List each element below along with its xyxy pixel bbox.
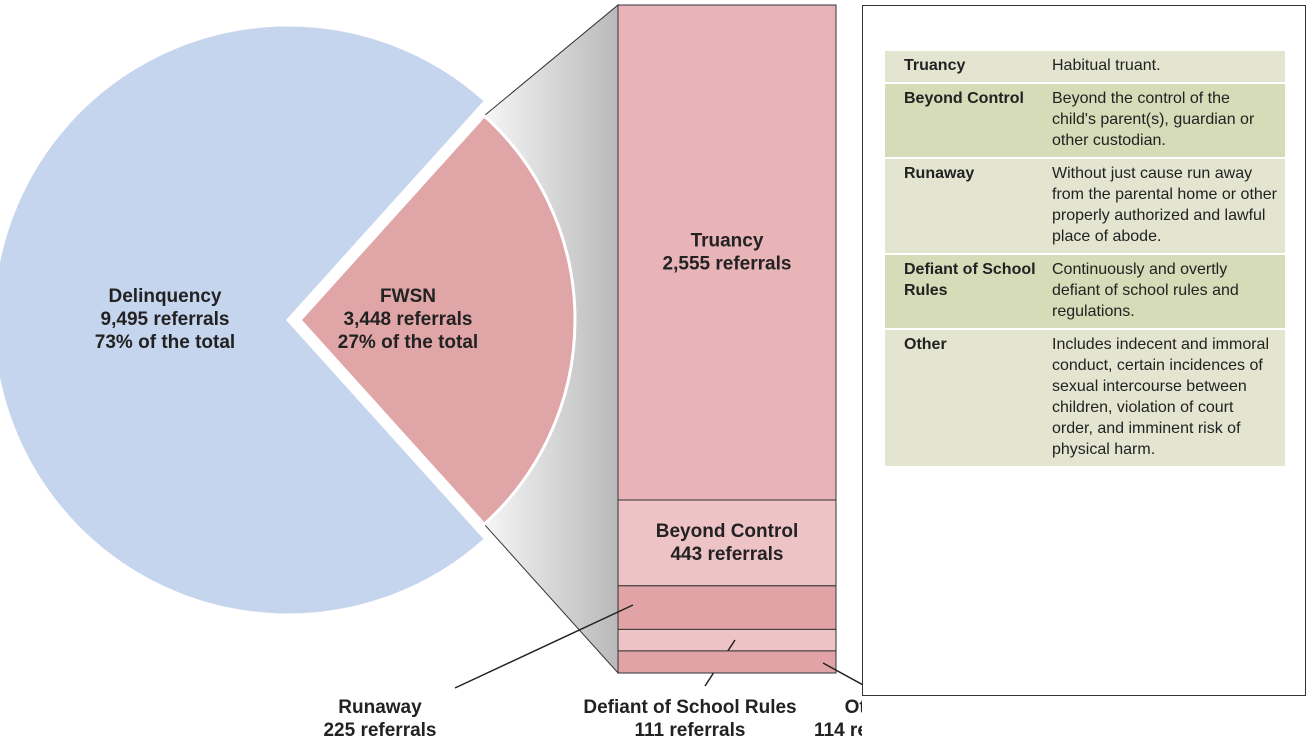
table-row: Beyond Control Beyond the control of the … <box>885 84 1285 157</box>
data-label: 114 referrals <box>814 720 862 741</box>
data-label: FWSN <box>380 286 436 307</box>
data-label: 27% of the total <box>338 332 478 353</box>
data-label: Defiant of School Rules <box>583 697 796 718</box>
data-label: Runaway <box>338 697 422 718</box>
pie-slice <box>0 23 488 617</box>
term: Other <box>904 336 947 353</box>
data-label: 9,495 referrals <box>101 309 230 330</box>
definitions-table: Truancy Habitual truant. Beyond Control Bey… <box>885 49 1285 468</box>
term: Defiant of School Rules <box>904 261 1036 299</box>
definition: Habitual truant. <box>1052 57 1161 74</box>
data-label: 225 referrals <box>323 720 436 741</box>
bar-segment <box>617 650 837 674</box>
data-label: 73% of the total <box>95 332 235 353</box>
bar-segment <box>617 499 837 587</box>
definition: Continuously and overtly defiant of scho… <box>1052 261 1239 320</box>
definition: Without just cause run away from the par… <box>1052 165 1278 245</box>
data-label: 111 referrals <box>635 720 746 741</box>
data-label: Other <box>845 697 862 718</box>
data-label: Beyond Control <box>656 521 799 542</box>
definitions-box: Truancy Habitual truant. Beyond Control Bey… <box>862 5 1306 696</box>
bar-segment <box>617 628 837 652</box>
bar-segment <box>617 585 837 630</box>
pie-slice <box>297 113 577 527</box>
term: Truancy <box>904 57 966 74</box>
leader-line <box>822 662 862 686</box>
definition: Includes indecent and immoral conduct, c… <box>1052 336 1270 458</box>
data-label: Truancy <box>691 231 764 252</box>
leader-line <box>454 604 634 689</box>
term: Beyond Control <box>904 90 1024 107</box>
data-label: 2,555 referrals <box>663 254 792 275</box>
table-row: Other Includes indecent and immoral condu… <box>885 330 1285 466</box>
bar-segment <box>617 4 837 501</box>
definition: Beyond the control of the child's parent… <box>1052 90 1255 149</box>
data-label: 443 referrals <box>670 544 783 565</box>
table-row: Defiant of School Rules Continuously and … <box>885 255 1285 328</box>
term: Runaway <box>904 165 975 182</box>
data-label: 3,448 referrals <box>344 309 473 330</box>
table-row: Truancy Habitual truant. <box>885 51 1285 82</box>
data-label: Delinquency <box>109 286 222 307</box>
table-row: Runaway Without just cause run away from … <box>885 159 1285 253</box>
